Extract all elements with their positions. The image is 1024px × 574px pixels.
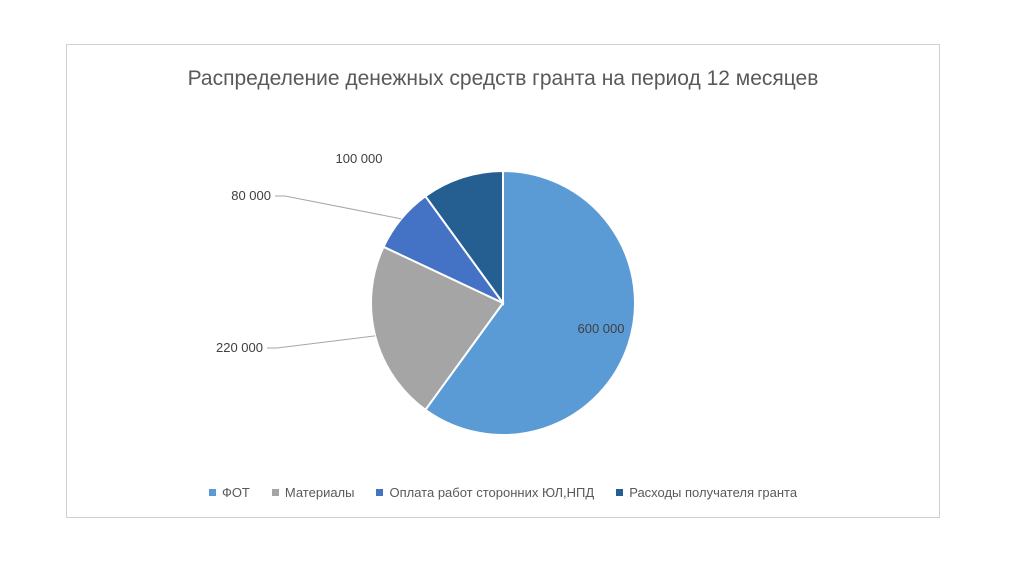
legend-item-2: Материалы: [271, 485, 355, 500]
pie-slice-4: [424, 169, 504, 307]
legend-swatch: [271, 489, 279, 496]
data-label-4: 100 000: [336, 151, 383, 166]
legend-swatch: [208, 489, 216, 496]
data-label-1: 600 000: [578, 321, 625, 336]
chart-title: Распределение денежных средств гранта на…: [187, 67, 819, 90]
chart-legend: ФОТ Материалы Оплата работ сторонних ЮЛ,НП…: [67, 485, 939, 500]
leader-line-3: [275, 195, 402, 220]
pie-chart: 600 000 220 000 80 000 100 000: [216, 151, 636, 436]
legend-item-3: Оплата работ сторонних ЮЛ,НПД: [376, 485, 594, 500]
legend-label: Оплата работ сторонних ЮЛ,НПД: [389, 485, 595, 500]
data-label-2: 220 000: [216, 340, 263, 355]
legend-swatch: [616, 489, 624, 496]
legend-item-4: Расходы получателя гранта: [616, 485, 797, 500]
legend-label: ФОТ: [221, 485, 250, 500]
data-label-3: 80 000: [231, 188, 271, 203]
pie-slice-1: [424, 169, 636, 436]
legend-item-1: ФОТ: [208, 485, 250, 500]
legend-label: Расходы получателя гранта: [629, 485, 798, 500]
legend-swatch: [376, 489, 384, 496]
leader-line-2: [267, 335, 376, 349]
chart-area: Распределение денежных средств гранта на…: [66, 44, 940, 518]
legend-label: Материалы: [284, 485, 355, 500]
